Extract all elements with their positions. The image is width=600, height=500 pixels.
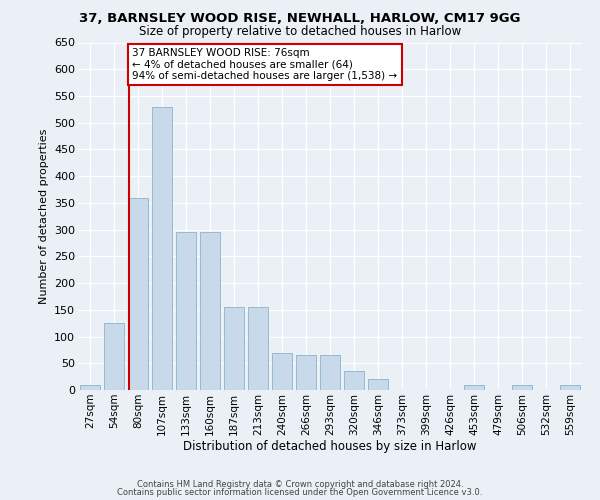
Text: Contains public sector information licensed under the Open Government Licence v3: Contains public sector information licen… <box>118 488 482 497</box>
Bar <box>272 352 292 390</box>
Bar <box>368 380 388 390</box>
Bar <box>80 384 100 390</box>
Text: Size of property relative to detached houses in Harlow: Size of property relative to detached ho… <box>139 25 461 38</box>
Bar <box>248 307 268 390</box>
Y-axis label: Number of detached properties: Number of detached properties <box>38 128 49 304</box>
Text: Contains HM Land Registry data © Crown copyright and database right 2024.: Contains HM Land Registry data © Crown c… <box>137 480 463 489</box>
Bar <box>512 384 532 390</box>
Text: 37 BARNSLEY WOOD RISE: 76sqm
← 4% of detached houses are smaller (64)
94% of sem: 37 BARNSLEY WOOD RISE: 76sqm ← 4% of det… <box>133 48 398 81</box>
Bar <box>200 232 220 390</box>
Bar <box>464 384 484 390</box>
Bar <box>344 372 364 390</box>
Bar <box>320 355 340 390</box>
Bar <box>560 384 580 390</box>
Bar <box>224 307 244 390</box>
Bar <box>176 232 196 390</box>
Bar <box>152 106 172 390</box>
Bar <box>128 198 148 390</box>
Text: 37, BARNSLEY WOOD RISE, NEWHALL, HARLOW, CM17 9GG: 37, BARNSLEY WOOD RISE, NEWHALL, HARLOW,… <box>79 12 521 26</box>
Bar <box>104 323 124 390</box>
Bar <box>296 355 316 390</box>
X-axis label: Distribution of detached houses by size in Harlow: Distribution of detached houses by size … <box>183 440 477 454</box>
